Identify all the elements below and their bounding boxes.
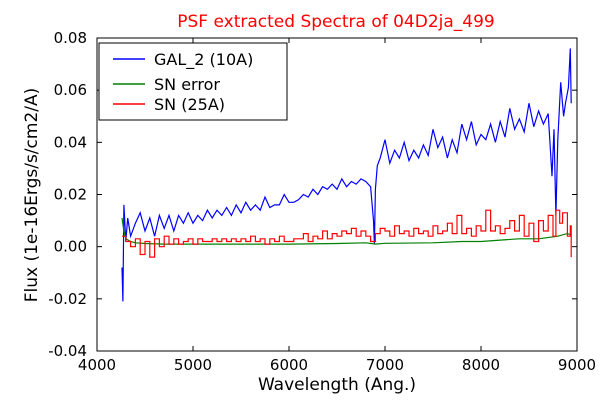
y-axis-label: Flux (1e-16Ergs/s/cm2/A) (22, 88, 42, 303)
y-tick-label: 0.08 (54, 29, 87, 47)
series-layer (121, 48, 572, 302)
x-tick-label: 7000 (366, 356, 404, 374)
legend-label: SN error (154, 75, 220, 94)
x-tick-label: 5000 (174, 356, 212, 374)
x-tick-label: 9000 (558, 356, 596, 374)
x-tick-label: 6000 (270, 356, 308, 374)
y-tick-label: -0.02 (48, 290, 87, 308)
x-axis-label: Wavelength (Ang.) (258, 375, 416, 395)
y-tick-label: 0.00 (54, 238, 87, 256)
y-tick-label: 0.04 (54, 133, 87, 151)
y-tick-label: 0.06 (54, 81, 87, 99)
y-tick-label: 0.02 (54, 186, 87, 204)
x-tick-label: 4000 (78, 356, 116, 374)
x-tick-label: 8000 (462, 356, 500, 374)
series-line (122, 209, 572, 258)
legend-label: GAL_2 (10A) (154, 50, 253, 70)
y-tick-label: -0.04 (48, 342, 87, 360)
series-line (121, 48, 572, 302)
chart-title: PSF extracted Spectra of 04D2ja_499 (177, 12, 494, 32)
y-axis-ticks: -0.04 -0.02 0.00 0.02 0.04 0.06 0.08 (48, 29, 87, 360)
tick-marks (96, 37, 578, 352)
series-line (121, 217, 572, 245)
x-axis-ticks: 4000 5000 6000 7000 8000 9000 (78, 356, 596, 374)
legend: GAL_2 (10A) SN error SN (25A) (98, 42, 288, 121)
legend-box (98, 42, 288, 121)
legend-label: SN (25A) (154, 95, 225, 114)
